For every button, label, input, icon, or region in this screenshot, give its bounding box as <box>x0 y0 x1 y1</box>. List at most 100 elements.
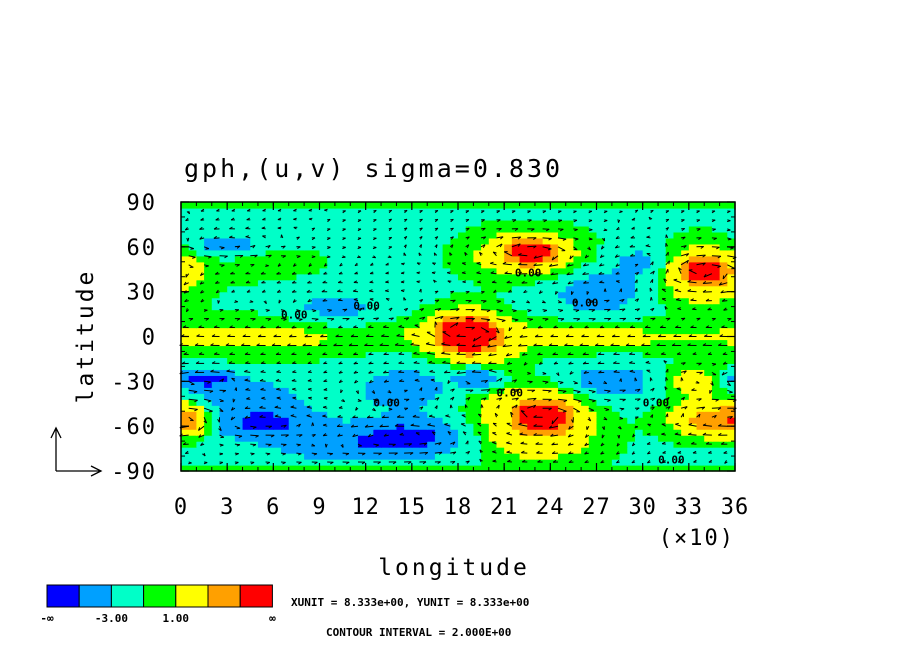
wind-vector-head <box>568 459 573 463</box>
wind-vector-head <box>723 450 727 454</box>
heatmap-cell <box>473 387 482 394</box>
heatmap-cell <box>442 459 451 466</box>
heatmap-cell <box>488 399 498 406</box>
wind-vector-head <box>523 361 527 366</box>
heatmap-cell <box>527 291 536 299</box>
heatmap-cell <box>642 375 651 382</box>
heatmap-cell <box>458 417 467 424</box>
heatmap-cell <box>388 423 398 430</box>
heatmap-cell <box>334 399 344 406</box>
wind-vector-head <box>292 370 296 373</box>
wind-vector-head <box>330 318 335 321</box>
heatmap-cell <box>673 369 682 376</box>
heatmap-cell <box>665 202 675 209</box>
heatmap-cell <box>627 261 636 269</box>
wind-vector-head <box>230 416 233 421</box>
heatmap-cell <box>234 339 244 347</box>
heatmap-cell <box>658 387 667 394</box>
wind-vector-head <box>428 360 433 364</box>
wind-vector-head <box>199 272 203 276</box>
heatmap-cell <box>273 399 282 406</box>
wind-vector-head <box>488 369 493 371</box>
heatmap-cell <box>265 429 274 436</box>
wind-vector-head <box>236 264 240 267</box>
heatmap-cell <box>227 447 236 454</box>
wind-vector-head <box>719 334 724 337</box>
heatmap-cell <box>511 375 521 382</box>
heatmap-cell <box>650 255 659 263</box>
heatmap-cell <box>242 309 251 317</box>
heatmap-cell <box>704 393 713 400</box>
heatmap-cell <box>458 231 467 239</box>
heatmap-cell <box>619 357 628 364</box>
heatmap-cell <box>496 315 505 323</box>
heatmap-cell <box>288 285 298 293</box>
wind-vector-head <box>663 360 668 363</box>
heatmap-cell <box>381 435 390 442</box>
heatmap-cell <box>558 291 567 299</box>
heatmap-cell <box>296 357 305 364</box>
heatmap-cell <box>211 465 221 472</box>
wind-vector-head <box>522 325 526 330</box>
heatmap-cell <box>565 447 575 454</box>
heatmap-cell <box>327 399 336 406</box>
wind-vector-head <box>345 461 350 465</box>
heatmap-cell <box>519 303 528 311</box>
heatmap-cell <box>627 291 636 299</box>
heatmap-cell <box>711 255 721 263</box>
heatmap-cell <box>211 255 221 263</box>
heatmap-cell <box>196 303 205 311</box>
heatmap-cell <box>327 351 336 359</box>
heatmap-cell <box>396 465 405 472</box>
heatmap-cell <box>604 309 613 317</box>
heatmap-cell <box>350 202 359 209</box>
heatmap-cell <box>419 363 428 370</box>
heatmap-cell <box>319 465 328 472</box>
wind-vector-head <box>562 390 567 394</box>
heatmap-cell <box>704 345 713 353</box>
heatmap-cell <box>511 417 521 424</box>
heatmap-cell <box>481 429 490 436</box>
wind-vector-head <box>205 318 210 321</box>
heatmap-cell <box>419 321 428 329</box>
heatmap-cell <box>488 363 498 370</box>
wind-vector-head <box>651 414 654 419</box>
heatmap-cell <box>350 459 359 466</box>
heatmap-cell <box>257 363 267 370</box>
wind-vector-head <box>296 255 301 259</box>
wind-vector-head <box>564 343 568 346</box>
heatmap-cell <box>542 339 551 347</box>
heatmap-cell <box>527 261 536 269</box>
heatmap-cell <box>204 393 213 400</box>
heatmap-cell <box>604 465 613 472</box>
heatmap-cell <box>711 279 721 287</box>
wind-vector-head <box>634 377 638 382</box>
heatmap-cell <box>196 381 205 388</box>
heatmap-cell <box>465 405 474 412</box>
heatmap-cell <box>573 375 582 382</box>
heatmap-cell <box>634 435 644 442</box>
heatmap-cell <box>573 309 582 317</box>
heatmap-cell <box>411 339 421 347</box>
heatmap-cell <box>611 369 621 376</box>
heatmap-cell <box>242 321 251 329</box>
wind-vector-head <box>385 289 389 292</box>
heatmap-cell <box>273 321 282 329</box>
heatmap-cell <box>650 339 659 347</box>
heatmap-cell <box>411 411 421 418</box>
heatmap-cell <box>711 327 721 335</box>
wind-vector-head <box>686 260 689 264</box>
heatmap-cell <box>719 459 728 466</box>
heatmap-cell <box>665 309 675 317</box>
heatmap-cell <box>204 309 213 317</box>
heatmap-cell <box>642 423 651 430</box>
wind-vector-head <box>322 414 326 417</box>
heatmap-cell <box>504 202 513 209</box>
heatmap-cell <box>642 381 651 388</box>
heatmap-cell <box>542 249 551 257</box>
heatmap-cell <box>257 303 267 311</box>
heatmap-cell <box>334 213 344 221</box>
heatmap-cell <box>604 369 613 376</box>
heatmap-cell <box>627 447 636 454</box>
wind-vector-head <box>721 325 725 328</box>
